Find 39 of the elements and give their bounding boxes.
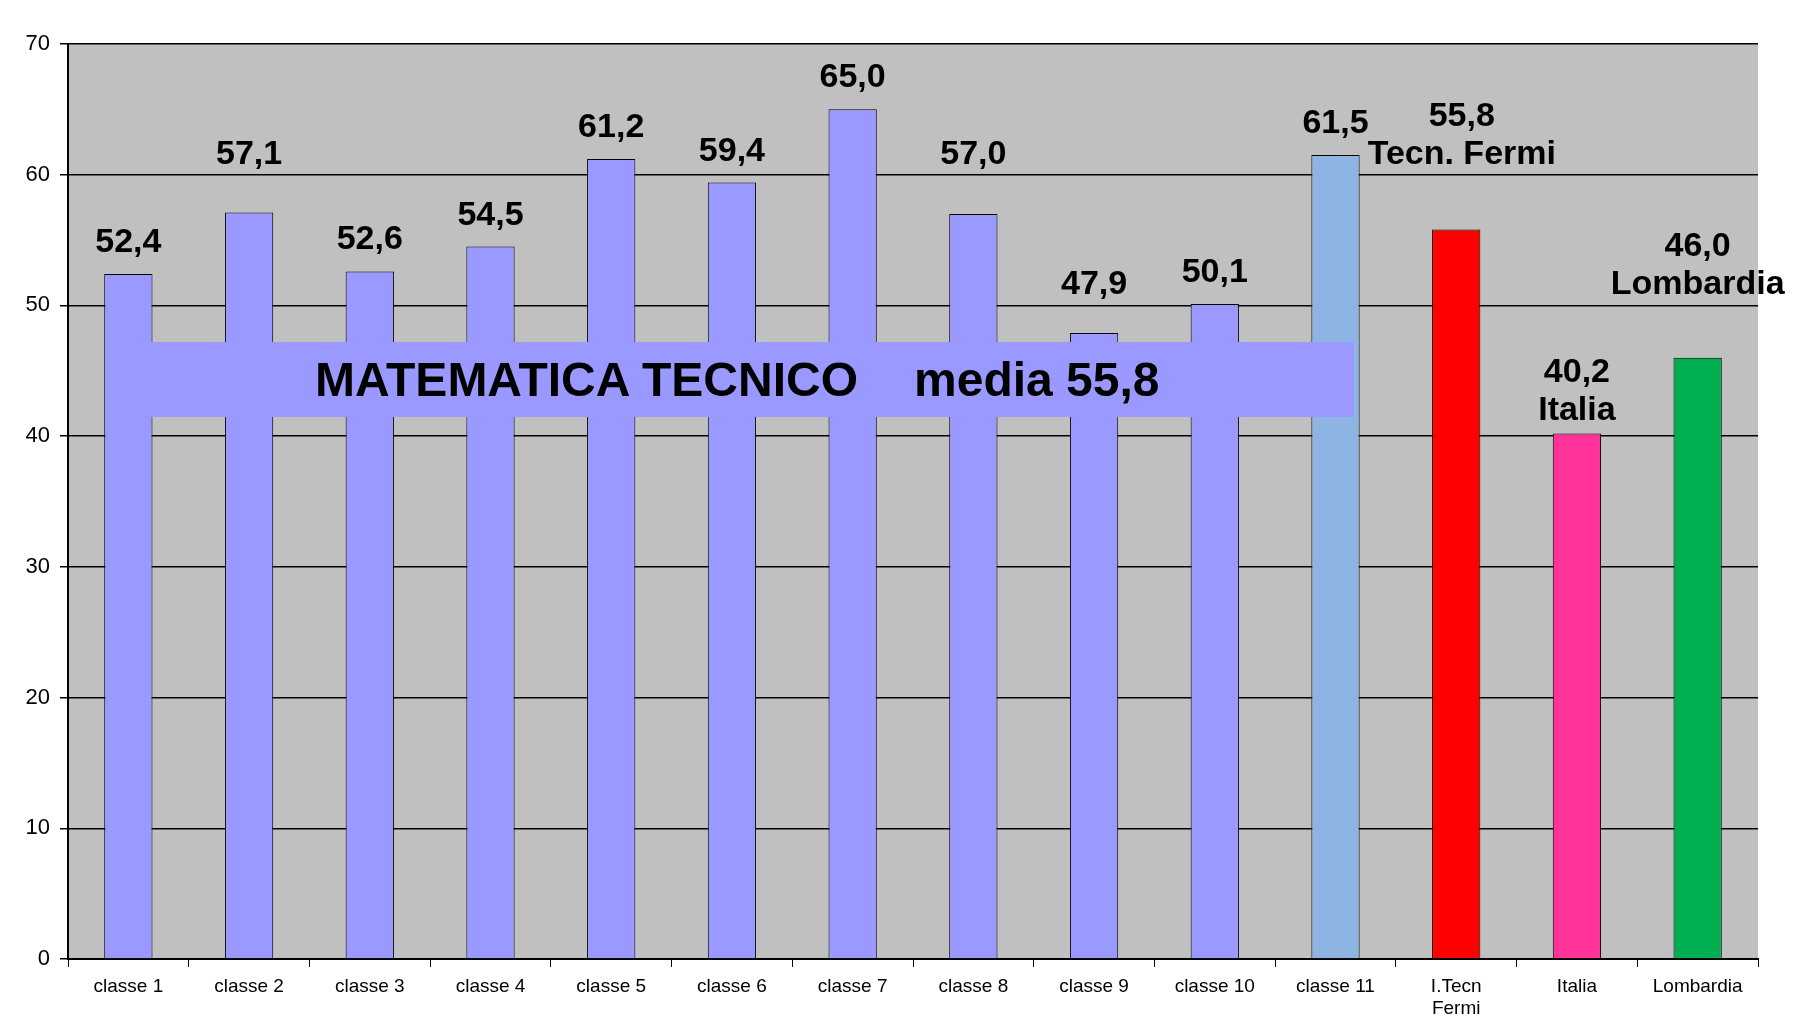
data-label: 55,8 <box>1428 94 1495 133</box>
data-label: 61,5 <box>1302 102 1369 141</box>
annotation: Lombardia <box>1610 263 1786 302</box>
data-label: 52,4 <box>95 221 162 260</box>
data-label: 40,2 <box>1543 350 1611 389</box>
x-tick-label: classe 2 <box>214 974 284 996</box>
y-tick-label: 40 <box>25 422 50 448</box>
y-tick-label: 30 <box>25 552 50 578</box>
data-label: 47,9 <box>1060 263 1128 302</box>
x-tick-label: classe 9 <box>1059 974 1129 996</box>
data-label: 50,1 <box>1181 251 1248 290</box>
x-tick-label: classe 10 <box>1174 974 1255 996</box>
y-tick-label: 50 <box>25 291 50 317</box>
y-tick-label: 10 <box>25 814 50 840</box>
x-tick-label: classe 5 <box>576 974 647 996</box>
x-tick-label: classe 3 <box>334 974 405 996</box>
y-tick-label: 70 <box>25 30 50 56</box>
annotation: Tecn. Fermi <box>1367 132 1556 171</box>
x-tick-label: classe 1 <box>93 974 164 996</box>
x-tick-label: Italia <box>1556 974 1598 996</box>
data-label: 46,0 <box>1664 225 1731 264</box>
data-label: 59,4 <box>698 129 766 168</box>
data-label: 65,0 <box>819 56 886 95</box>
y-tick-label: 60 <box>25 160 50 186</box>
x-tick-label: classe 8 <box>938 974 1009 996</box>
data-label: 57,0 <box>940 132 1007 171</box>
data-label: 54,5 <box>457 193 524 232</box>
data-label: 61,2 <box>578 106 645 145</box>
x-tick-label: classe 6 <box>697 974 767 996</box>
x-tick-label: classe 11 <box>1296 974 1375 996</box>
data-label: 57,1 <box>215 132 283 171</box>
x-tick-label: Lombardia <box>1652 974 1743 996</box>
data-label: 52,6 <box>336 218 403 257</box>
annotation: Italia <box>1538 388 1617 427</box>
y-tick-label: 0 <box>37 945 50 971</box>
y-tick-label: 20 <box>25 683 50 709</box>
x-tick-label: classe 7 <box>817 974 888 996</box>
x-tick-label: classe 4 <box>455 974 526 996</box>
x-tick-label: I.Tecn Fermi <box>1430 974 1482 1019</box>
